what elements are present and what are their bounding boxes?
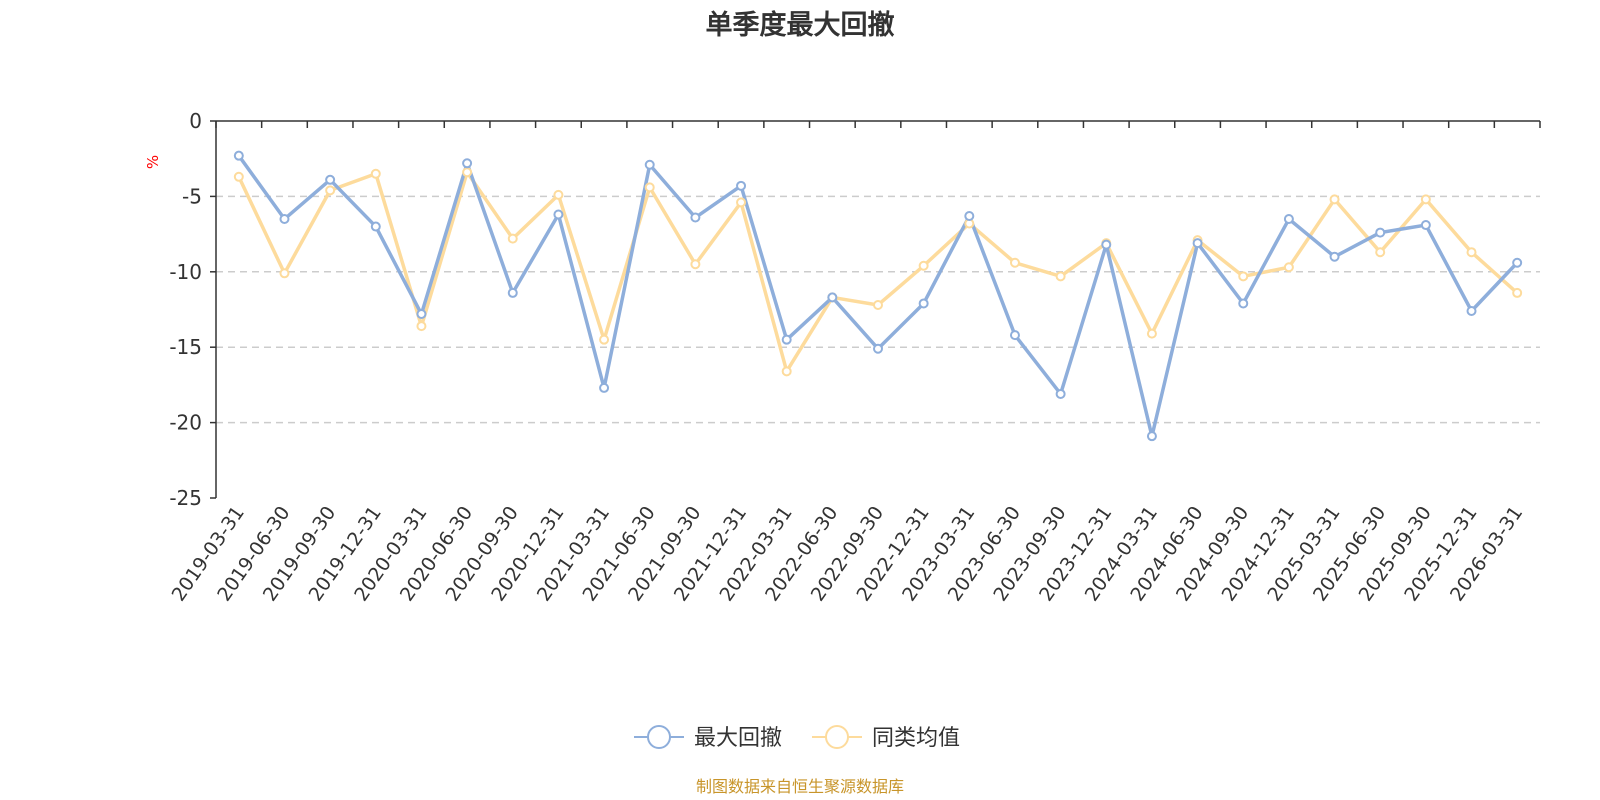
data-point-series1[interactable] (1238, 298, 1249, 309)
y-tick-label: -10 (169, 260, 202, 284)
data-point-series2[interactable] (416, 321, 427, 332)
data-point-series2[interactable] (553, 189, 564, 200)
y-tick-label: -15 (169, 335, 202, 359)
data-point-series1[interactable] (827, 292, 838, 303)
legend-marker-series1 (647, 725, 671, 749)
data-point-series1[interactable] (644, 159, 655, 170)
data-point-series1[interactable] (1329, 251, 1340, 262)
data-point-series1[interactable] (690, 212, 701, 223)
data-point-series2[interactable] (599, 334, 610, 345)
data-point-series1[interactable] (1512, 257, 1523, 268)
data-point-series2[interactable] (1512, 287, 1523, 298)
data-point-series2[interactable] (1238, 271, 1249, 282)
data-point-series2[interactable] (1420, 194, 1431, 205)
source-note: 制图数据来自恒生聚源数据库 (696, 777, 904, 796)
data-point-series2[interactable] (279, 268, 290, 279)
legend-item-series2[interactable]: 同类均值 (812, 725, 960, 751)
y-axis-unit: % (144, 155, 162, 169)
series-layer (233, 150, 1523, 442)
data-point-series1[interactable] (1466, 306, 1477, 317)
legend[interactable]: 最大回撤 同类均值 (634, 725, 960, 751)
data-point-series2[interactable] (1055, 271, 1066, 282)
data-point-series1[interactable] (233, 150, 244, 161)
data-point-series2[interactable] (370, 168, 381, 179)
data-point-series1[interactable] (325, 174, 336, 185)
data-point-series1[interactable] (781, 334, 792, 345)
data-point-series1[interactable] (964, 211, 975, 222)
data-point-series2[interactable] (736, 197, 747, 208)
data-point-series2[interactable] (462, 167, 473, 178)
legend-marker-series2 (825, 725, 849, 749)
data-point-series2[interactable] (873, 299, 883, 310)
data-point-series1[interactable] (599, 382, 610, 393)
data-point-series1[interactable] (1283, 214, 1294, 225)
data-point-series1[interactable] (1055, 388, 1066, 399)
data-point-series2[interactable] (781, 366, 792, 377)
data-point-series2[interactable] (325, 185, 336, 196)
data-point-series2[interactable] (690, 259, 701, 270)
data-point-series1[interactable] (1101, 239, 1112, 250)
data-point-series1[interactable] (416, 309, 427, 320)
y-tick-label: -25 (169, 486, 202, 510)
legend-item-series1[interactable]: 最大回撤 (634, 725, 782, 751)
data-point-series1[interactable] (873, 343, 883, 354)
data-point-series1[interactable] (1192, 238, 1203, 249)
data-point-series2[interactable] (1329, 194, 1340, 205)
x-tick-labels: 2019-03-312019-06-302019-09-302019-12-31… (168, 502, 1528, 605)
data-point-series2[interactable] (644, 182, 655, 193)
data-point-series1[interactable] (1009, 330, 1020, 341)
data-point-series2[interactable] (233, 171, 244, 182)
chart-title: 单季度最大回撤 (706, 9, 895, 41)
legend-label-series2: 同类均值 (872, 726, 960, 751)
data-point-series1[interactable] (1420, 220, 1431, 231)
data-point-series1[interactable] (553, 209, 564, 220)
data-point-series2[interactable] (1146, 328, 1157, 339)
data-point-series1[interactable] (918, 298, 929, 309)
data-point-series1[interactable] (370, 221, 381, 232)
data-point-series1[interactable] (1146, 431, 1157, 442)
axes (210, 120, 1541, 499)
data-point-series2[interactable] (1283, 262, 1294, 273)
y-tick-labels: 0 -5 -10 -15 -20 -25 (169, 109, 202, 510)
data-point-series1[interactable] (736, 180, 747, 191)
data-point-series1[interactable] (462, 158, 473, 169)
y-tick-label: 0 (189, 109, 202, 133)
data-point-series2[interactable] (507, 233, 518, 244)
data-point-series2[interactable] (918, 260, 929, 271)
data-point-series2[interactable] (1009, 257, 1020, 268)
y-tick-label: -20 (169, 411, 202, 435)
data-point-series2[interactable] (1375, 247, 1386, 258)
data-point-series1[interactable] (507, 287, 518, 298)
legend-label-series1: 最大回撤 (694, 726, 782, 751)
data-point-series1[interactable] (279, 214, 290, 225)
data-point-series1[interactable] (1375, 227, 1386, 238)
data-point-series2[interactable] (1466, 247, 1477, 258)
y-tick-label: -5 (182, 184, 202, 208)
